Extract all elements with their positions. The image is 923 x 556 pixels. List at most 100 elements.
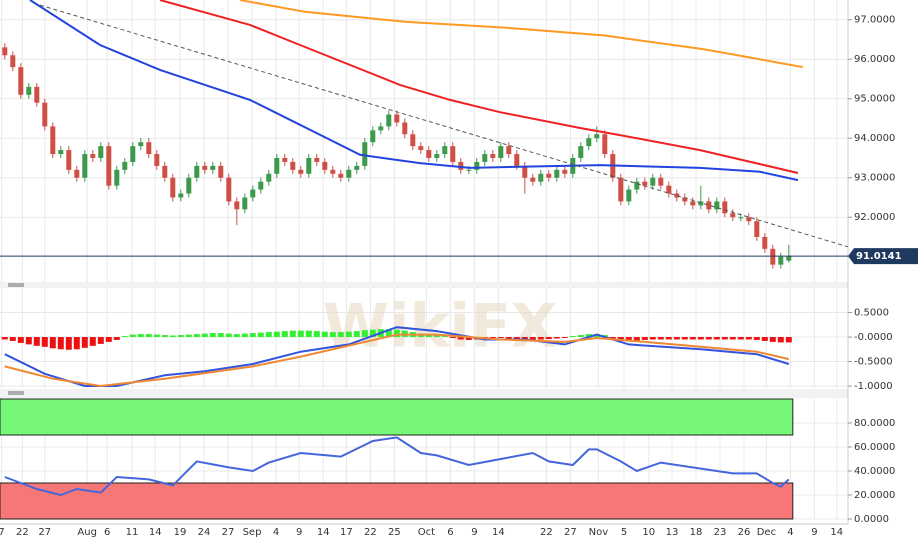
candle-body [346, 169, 352, 178]
histogram-bar [121, 336, 128, 338]
histogram-bar [177, 335, 184, 338]
candle-body [394, 114, 400, 123]
histogram-bar [161, 335, 168, 338]
candle-body [42, 102, 48, 127]
x-tick-label: 9 [296, 527, 302, 538]
histogram-bar [49, 337, 56, 349]
panel-divider [0, 282, 848, 288]
candle-body [546, 173, 552, 178]
candle-body [530, 177, 536, 182]
candle-body [218, 165, 224, 178]
x-tick-label: 22 [364, 527, 377, 538]
candle-body [450, 146, 456, 162]
histogram-bar [273, 331, 280, 338]
histogram-bar [657, 337, 664, 340]
divider-handle[interactable] [8, 283, 24, 287]
histogram-bar [649, 337, 656, 340]
histogram-bar [345, 331, 352, 338]
candle-body [778, 256, 784, 265]
candle-body [490, 154, 496, 158]
candle-body [442, 146, 448, 155]
candle-body [418, 146, 424, 151]
x-tick-label: 26 [738, 527, 751, 538]
candle-body [634, 181, 640, 190]
x-tick-label: 4 [273, 527, 279, 538]
candle-body [410, 134, 416, 147]
candle-body [298, 169, 304, 174]
y-tick-label: 40.0000 [854, 466, 895, 477]
candle-body [2, 47, 8, 56]
x-tick-label: 13 [666, 527, 679, 538]
histogram-bar [625, 337, 632, 341]
x-tick-label: 22 [540, 527, 553, 538]
x-tick-label: 19 [174, 527, 187, 538]
histogram-bar [33, 337, 40, 346]
histogram-bar [745, 337, 752, 340]
candle-body [10, 55, 16, 68]
last-price-tag [848, 248, 918, 265]
candle-body [594, 134, 600, 139]
y-tick-label: 97.0000 [854, 15, 895, 26]
candle-body [746, 217, 752, 222]
indicator-line [4, 436, 790, 497]
x-tick-label: Aug [77, 527, 97, 538]
histogram-bar [681, 337, 688, 340]
histogram-bar [305, 330, 312, 338]
histogram-bar [193, 334, 200, 338]
candle-body [282, 157, 288, 162]
candle-body [666, 185, 672, 194]
candle-body [322, 161, 328, 170]
candle-body [370, 130, 376, 143]
histogram-bar [105, 337, 112, 342]
candle-body [498, 146, 504, 158]
histogram-bar [665, 337, 672, 340]
divider-handle[interactable] [8, 391, 24, 395]
histogram-bar [769, 337, 776, 342]
histogram-bar [737, 337, 744, 340]
histogram-bar [705, 337, 712, 340]
candle-body [514, 154, 520, 166]
histogram-bar [217, 333, 224, 338]
indicator-line [39, 4, 849, 248]
panel-divider [0, 389, 848, 398]
candle-body [482, 154, 488, 162]
x-tick-label: 10 [642, 527, 655, 538]
candle-body [770, 248, 776, 265]
y-tick-label: 80.0000 [854, 418, 895, 429]
candle-body [138, 142, 144, 147]
x-tick-label: 25 [388, 527, 401, 538]
candle-body [154, 154, 160, 166]
candle-body [586, 138, 592, 147]
histogram-bar [25, 337, 32, 345]
histogram-bar [321, 331, 328, 338]
candle-body [690, 201, 696, 206]
histogram-bar [689, 337, 696, 340]
indicator-line [29, 0, 799, 182]
histogram-bar [241, 333, 248, 338]
candle-body [74, 169, 80, 178]
histogram-bar [633, 337, 640, 341]
histogram-bar [65, 337, 72, 350]
x-tick-label: 22 [16, 527, 29, 538]
histogram-bar [577, 335, 584, 338]
candle-body [338, 173, 344, 178]
histogram-bar [41, 337, 48, 347]
rsi-zone [0, 398, 794, 436]
y-tick-label: -1.0000 [854, 381, 893, 392]
candle-body [738, 217, 744, 219]
histogram-bar [641, 337, 648, 340]
histogram-bar [249, 333, 256, 338]
candle-body [434, 154, 440, 158]
histogram-bar [73, 337, 80, 350]
x-tick-label: 27 [564, 527, 577, 538]
histogram-bar [353, 331, 360, 338]
histogram-bar [425, 334, 432, 338]
candle-body [354, 165, 360, 170]
y-tick-label: 0.0000 [854, 514, 889, 525]
histogram-bar [201, 333, 208, 338]
histogram-bar [113, 337, 120, 340]
candle-body [194, 165, 200, 178]
histogram-bar [697, 337, 704, 340]
candle-body [474, 161, 480, 170]
